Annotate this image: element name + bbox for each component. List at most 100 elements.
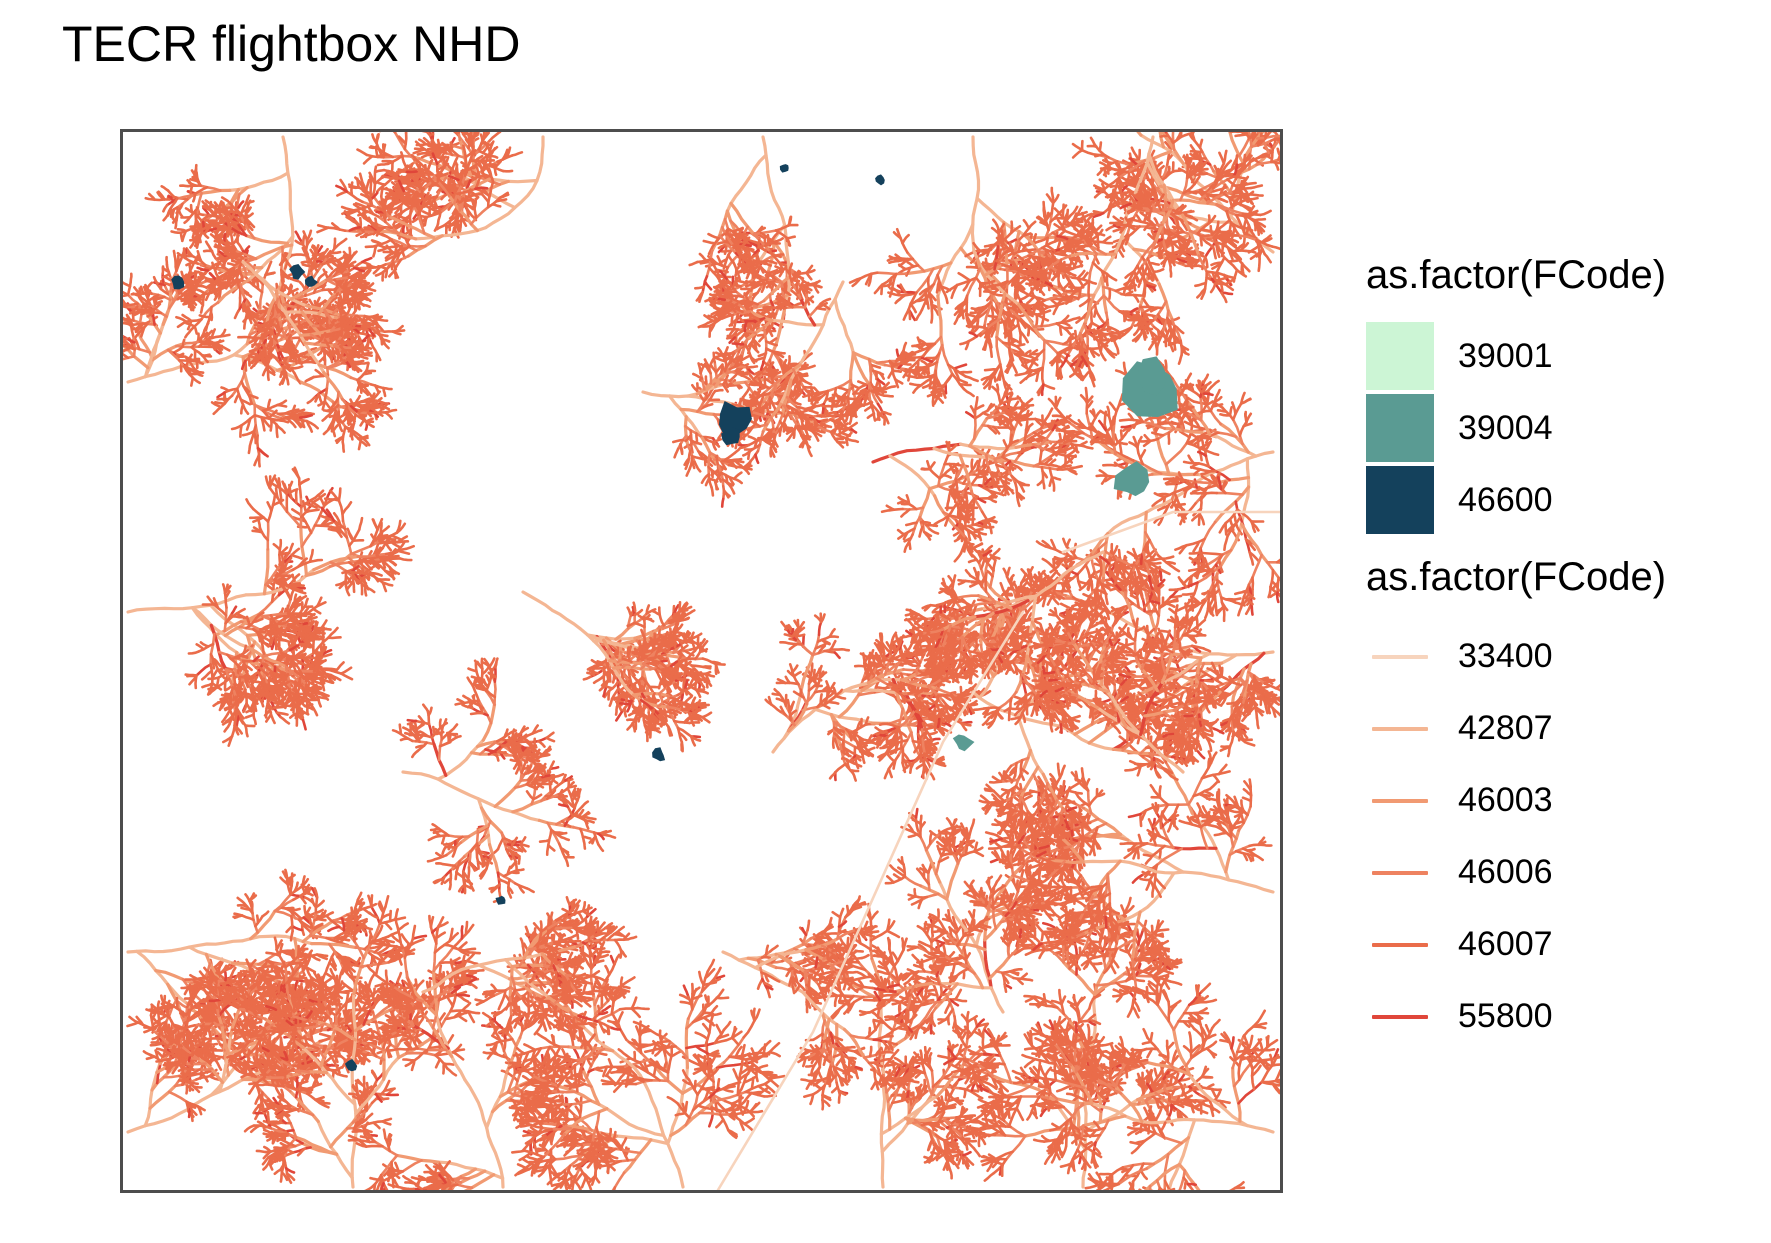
stream-segment — [270, 701, 282, 719]
stream-segment — [150, 292, 172, 302]
stream-segment — [286, 491, 303, 509]
stream-segment — [265, 1134, 277, 1139]
stream-segment — [396, 928, 404, 950]
stream-segment — [320, 515, 336, 523]
stream-segment — [248, 909, 277, 941]
stream-segment — [297, 659, 311, 668]
stream-segment — [233, 724, 240, 736]
stream-segment — [301, 670, 315, 680]
stream-segment — [353, 920, 357, 943]
stream-segment — [190, 1111, 194, 1123]
stream-segment — [209, 652, 220, 671]
stream-segment — [387, 1047, 402, 1052]
stream-segment — [288, 483, 293, 500]
stream-segment — [266, 1110, 270, 1125]
stream-segment — [411, 924, 417, 941]
stream-segment — [301, 718, 307, 731]
stream-segment — [329, 673, 342, 682]
stream-segment — [301, 234, 306, 246]
stream-segment — [231, 686, 250, 699]
map-panel[interactable] — [120, 129, 1283, 1193]
stream-segment — [297, 918, 314, 931]
stream-segment — [269, 713, 276, 725]
stream-segment — [257, 681, 266, 690]
stream-segment — [296, 676, 302, 694]
stream-segment — [197, 642, 215, 653]
stream-segment — [267, 696, 282, 705]
stream-segment — [132, 309, 144, 315]
stream-segment — [277, 685, 283, 697]
stream-segment — [233, 912, 244, 917]
stream-segment — [292, 911, 302, 920]
stream-segment — [313, 661, 325, 673]
stream-segment — [261, 910, 270, 918]
stream-segment — [366, 400, 376, 410]
stream-network-map — [123, 132, 1280, 1190]
stream-segment — [235, 707, 242, 719]
stream-segment — [293, 372, 302, 385]
stream-segment — [310, 954, 321, 962]
stream-segment — [451, 1050, 465, 1061]
stream-segment — [244, 676, 250, 689]
stream-segment — [327, 635, 342, 640]
stream-segment — [612, 1158, 637, 1163]
stream-segment — [175, 344, 201, 349]
stream-segment — [320, 909, 327, 919]
stream-segment — [247, 695, 259, 705]
stream-segment — [159, 287, 172, 297]
stream-segment — [359, 1135, 373, 1140]
stream-segment — [715, 988, 725, 1000]
stream-segment — [215, 677, 231, 689]
stream-segment — [372, 403, 384, 410]
stream-segment — [155, 1047, 167, 1053]
stream-segment — [277, 636, 291, 644]
stream-segment — [278, 548, 282, 567]
stream-segment — [266, 520, 270, 551]
stream-segment — [305, 237, 313, 247]
stream-segment — [286, 691, 293, 702]
stream-segment — [310, 703, 319, 717]
stream-segment — [525, 1154, 539, 1162]
stream-segment — [382, 1128, 387, 1140]
stream-segment — [255, 662, 265, 679]
stream-segment — [257, 453, 261, 468]
stream-segment — [291, 652, 307, 660]
stream-segment — [340, 666, 353, 675]
stream-segment — [206, 335, 223, 341]
stream-segment — [288, 634, 295, 647]
stream-segment — [371, 987, 376, 999]
stream-segment — [482, 1051, 495, 1055]
stream-segment — [247, 393, 254, 406]
stream-segment — [327, 527, 344, 534]
stream-segment — [232, 671, 237, 691]
stream-segment — [240, 914, 255, 922]
stream-segment — [524, 1019, 528, 1030]
stream-segment — [738, 1094, 743, 1108]
stream-segment — [730, 1036, 740, 1046]
stream-segment — [384, 534, 393, 545]
stream-segment — [357, 437, 368, 447]
stream-segment — [576, 1147, 592, 1153]
stream-segment — [282, 681, 290, 690]
stream-segment — [307, 912, 312, 926]
stream-segment — [280, 573, 294, 584]
stream-segment — [611, 1171, 626, 1190]
stream-segment — [437, 964, 443, 978]
stream-segment — [210, 401, 223, 409]
stream-segment — [320, 619, 328, 630]
map-title: TECR flightbox NHD — [62, 16, 521, 72]
stream-segment — [231, 1028, 244, 1033]
stream-segment — [223, 606, 228, 633]
stream-segment — [139, 285, 145, 295]
stream-segment — [291, 587, 307, 595]
stream-segment — [338, 936, 351, 942]
stream-segment — [200, 1070, 212, 1075]
stream-segment — [389, 534, 403, 542]
stream-segment — [181, 338, 186, 348]
stream-segment — [163, 275, 174, 283]
stream-segment — [522, 1133, 534, 1138]
stream-segment — [466, 1009, 481, 1015]
stream-segment — [213, 341, 224, 351]
stream-segment — [307, 950, 312, 962]
stream-segment — [325, 936, 341, 944]
